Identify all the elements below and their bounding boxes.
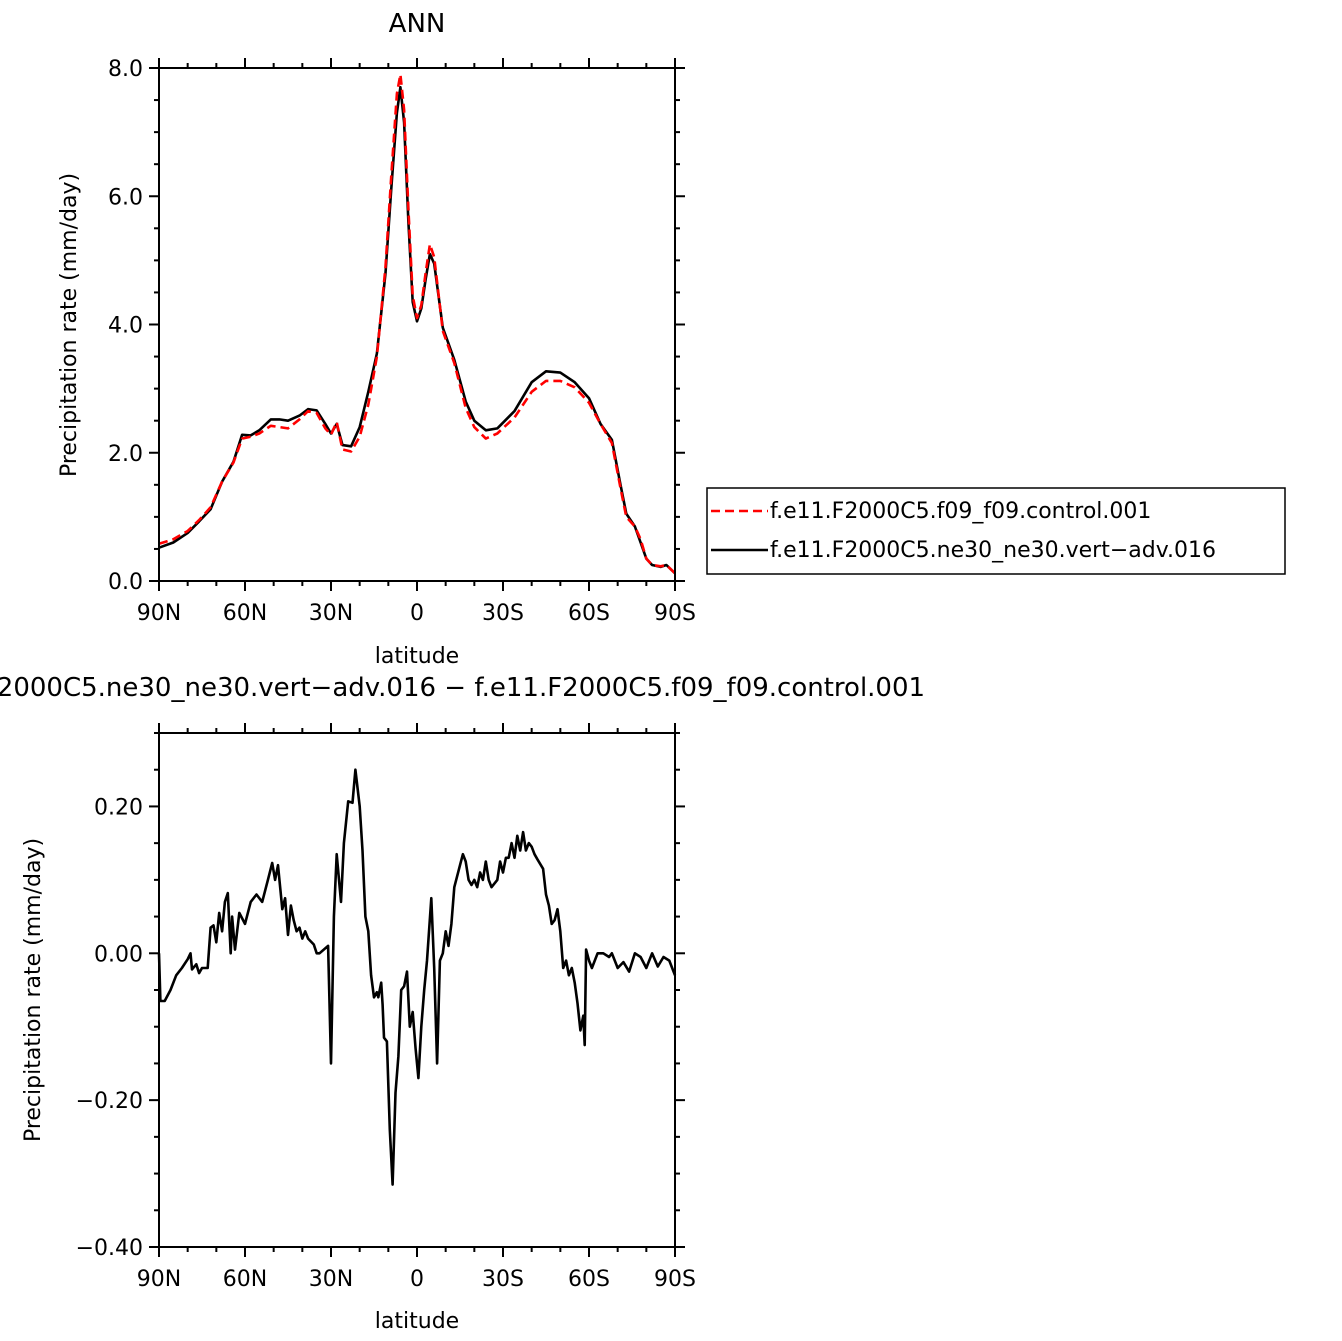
series-group <box>157 768 677 1186</box>
legend-label-vert-adv: f.e11.F2000C5.ne30_ne30.vert−adv.016 <box>770 538 1216 563</box>
tick-group: 90N 60N 30N 0 30S 60S 90S 0.0 2.0 4.0 6.0 8.0 <box>108 57 696 626</box>
legend-label-control: f.e11.F2000C5.f09_f09.control.001 <box>770 499 1151 524</box>
x-tick-label: 60S <box>568 1267 610 1292</box>
x-tick-label: 60S <box>568 601 610 626</box>
legend-box <box>706 487 1286 575</box>
x-tick-label: 90S <box>654 1267 696 1292</box>
x-tick-label: 30N <box>309 601 353 626</box>
y-tick-label: 2.0 <box>108 442 143 467</box>
series-line-1 <box>158 85 676 575</box>
y-tick-label: 0.00 <box>94 942 143 967</box>
y-tick-label: 6.0 <box>108 185 143 210</box>
x-tick-label: 30S <box>482 601 524 626</box>
y-tick-label: 4.0 <box>108 314 143 339</box>
y-axis-label: Precipitation rate (mm/day) <box>21 838 46 1142</box>
x-tick-label: 60N <box>223 601 267 626</box>
plot-frame <box>158 67 676 582</box>
series-group <box>158 73 676 575</box>
x-tick-label: 30S <box>482 1267 524 1292</box>
x-axis-label: latitude <box>375 644 459 669</box>
x-tick-label: 0 <box>410 1267 424 1292</box>
y-tick-label: −0.20 <box>76 1089 143 1114</box>
y-tick-label: 0.20 <box>94 795 143 820</box>
y-tick-label: 0.0 <box>108 570 143 595</box>
x-tick-label: 0 <box>410 601 424 626</box>
x-tick-label: 90N <box>137 601 181 626</box>
x-tick-label: 90S <box>654 601 696 626</box>
y-tick-label: 8.0 <box>108 57 143 82</box>
bottom-chart: f.e11.F2000C5.ne30_ne30.vert−adv.016 − f… <box>0 673 925 1334</box>
legend: f.e11.F2000C5.f09_f09.control.001 f.e11.… <box>706 487 1286 575</box>
chart-title: f.e11.F2000C5.ne30_ne30.vert−adv.016 − f… <box>0 673 925 703</box>
chart-title: ANN <box>389 9 446 39</box>
y-axis-label: Precipitation rate (mm/day) <box>57 173 82 477</box>
tick-group: 90N 60N 30N 0 30S 60S 90S −0.40 −0.20 0.00 0.20 <box>76 723 696 1292</box>
x-tick-label: 90N <box>137 1267 181 1292</box>
series-line-0 <box>158 73 676 575</box>
plot-frame <box>158 732 676 1248</box>
x-tick-label: 30N <box>309 1267 353 1292</box>
top-chart: ANN 90N 60N 30N 0 30S 60S 90S 0.0 2.0 4.0 6.0 8.0 l… <box>57 9 1286 669</box>
x-tick-label: 60N <box>223 1267 267 1292</box>
y-tick-label: −0.40 <box>76 1236 143 1261</box>
x-axis-label: latitude <box>375 1309 459 1334</box>
series-line-0 <box>157 768 677 1186</box>
